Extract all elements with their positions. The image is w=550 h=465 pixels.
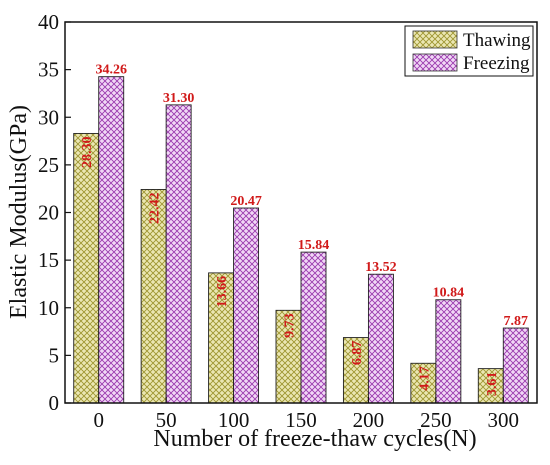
data-label-freezing-300: 7.87 — [504, 314, 529, 329]
y-tick-label-25: 25 — [38, 153, 59, 177]
data-label-freezing-50: 31.30 — [163, 91, 195, 106]
y-tick-label-5: 5 — [49, 343, 60, 367]
data-label-thawing-250: 4.17 — [417, 366, 432, 391]
data-labels-layer: 28.30 34.26 22.42 31.30 13.66 20.47 9.73 15.84 6… — [80, 63, 528, 396]
y-tick-label-35: 35 — [38, 58, 59, 82]
bar-freezing-250 — [435, 299, 462, 404]
x-tick-label-150: 150 — [285, 408, 317, 432]
x-axis-title: Number of freeze-thaw cycles(N) — [153, 426, 476, 452]
y-tick-label-30: 30 — [38, 105, 59, 129]
y-tick-label-15: 15 — [38, 248, 59, 272]
bar-freezing-150 — [300, 251, 327, 404]
x-tick-label-200: 200 — [353, 408, 385, 432]
x-tick-label-300: 300 — [488, 408, 520, 432]
data-label-thawing-50: 22.42 — [148, 192, 163, 224]
data-label-thawing-300: 3.61 — [485, 372, 500, 397]
x-tick-label-250: 250 — [420, 408, 452, 432]
data-label-freezing-0: 34.26 — [95, 63, 127, 78]
legend-label-freezing: Freezing — [463, 53, 530, 74]
bars-layer — [73, 76, 529, 404]
data-label-thawing-100: 13.66 — [215, 276, 230, 308]
x-axis: 0 50 100 150 200 250 300 — [93, 397, 519, 432]
y-axis-title: Elastic Modulus(GPa) — [6, 105, 32, 319]
x-tick-label-0: 0 — [93, 408, 104, 432]
data-label-freezing-150: 15.84 — [298, 238, 330, 253]
y-tick-label-20: 20 — [38, 201, 59, 225]
bar-freezing-0 — [98, 76, 125, 404]
bar-freezing-50 — [165, 104, 192, 404]
y-tick-label-10: 10 — [38, 296, 59, 320]
bar-freezing-200 — [367, 273, 394, 404]
data-label-thawing-0: 28.30 — [80, 136, 95, 168]
legend-label-thawing: Thawing — [463, 30, 531, 51]
data-label-freezing-250: 10.84 — [433, 286, 465, 301]
bar-freezing-300 — [502, 327, 529, 404]
legend-swatch-freezing — [412, 53, 458, 72]
data-label-freezing-100: 20.47 — [230, 194, 262, 209]
data-label-freezing-200: 13.52 — [365, 260, 397, 275]
x-tick-label-100: 100 — [218, 408, 250, 432]
bar-thawing-0 — [73, 132, 100, 404]
y-tick-label-40: 40 — [38, 10, 59, 34]
x-tick-label-50: 50 — [156, 408, 177, 432]
legend: Thawing Freezing — [404, 25, 534, 77]
legend-swatch-thawing — [412, 30, 458, 49]
bar-thawing-50 — [140, 188, 167, 404]
data-label-thawing-200: 6.87 — [350, 341, 365, 366]
y-tick-label-0: 0 — [49, 391, 60, 415]
y-axis: 0 5 10 15 20 25 30 35 40 — [38, 10, 71, 415]
bar-freezing-100 — [233, 207, 260, 404]
data-label-thawing-150: 9.73 — [283, 313, 298, 338]
